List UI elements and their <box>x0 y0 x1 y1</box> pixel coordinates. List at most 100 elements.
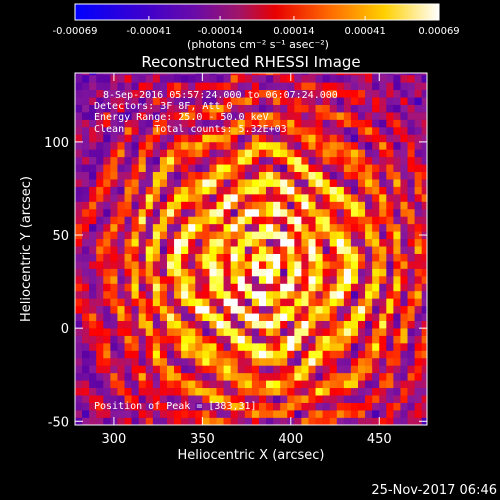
heatmap-cell <box>216 238 224 247</box>
heatmap-cell <box>166 134 175 143</box>
heatmap-cell <box>308 134 316 143</box>
heatmap-cell <box>159 343 168 351</box>
heatmap-cell <box>216 357 224 366</box>
heatmap-cell <box>350 223 359 232</box>
heatmap-cell <box>365 149 373 158</box>
heatmap-cell <box>195 335 203 344</box>
y-axis-label: Heliocentric Y (arcsec) <box>19 176 34 322</box>
heatmap-cell <box>400 119 408 128</box>
heatmap-cell <box>230 298 239 307</box>
heatmap-cell <box>89 372 97 381</box>
heatmap-cell <box>117 164 125 173</box>
heatmap-cell <box>82 89 90 98</box>
heatmap-cell <box>393 402 401 411</box>
heatmap-cell <box>251 320 260 329</box>
heatmap-cell <box>294 179 302 187</box>
heatmap-cell <box>400 387 408 396</box>
heatmap-cell <box>145 372 154 381</box>
heatmap-cell <box>301 380 309 389</box>
heatmap-cell <box>138 246 147 254</box>
heatmap-cell <box>414 380 422 389</box>
heatmap-cell <box>145 387 154 396</box>
heatmap-cell <box>110 216 118 225</box>
heatmap-cell <box>117 350 125 359</box>
heatmap-cell <box>188 156 196 165</box>
heatmap-cell <box>159 313 168 321</box>
heatmap-cell <box>407 149 415 158</box>
heatmap-cell <box>251 253 260 262</box>
heatmap-cell <box>110 134 118 143</box>
heatmap-cell <box>280 112 288 120</box>
heatmap-cell <box>89 305 97 314</box>
heatmap-cell <box>230 305 239 314</box>
heatmap-cell <box>336 231 345 240</box>
heatmap-cell <box>216 253 224 262</box>
heatmap-cell <box>315 134 323 143</box>
heatmap-cell <box>110 253 118 262</box>
heatmap-cell <box>258 372 267 381</box>
heatmap-cell <box>202 276 210 284</box>
heatmap-cell <box>174 313 182 321</box>
heatmap-cell <box>96 350 104 359</box>
heatmap-cell <box>131 290 139 299</box>
heatmap-cell <box>322 387 331 396</box>
heatmap-cell <box>273 335 281 344</box>
heatmap-cell <box>251 97 260 105</box>
heatmap-cell <box>407 97 415 105</box>
heatmap-cell <box>287 238 295 247</box>
heatmap-cell <box>89 290 97 299</box>
heatmap-cell <box>223 208 231 217</box>
heatmap-cell <box>145 216 154 225</box>
heatmap-cell <box>223 276 231 284</box>
heatmap-cell <box>117 149 125 158</box>
heatmap-cell <box>379 343 387 351</box>
heatmap-cell <box>202 231 210 240</box>
heatmap-cell <box>244 365 253 374</box>
heatmap-cell <box>393 74 401 83</box>
heatmap-cell <box>152 253 161 262</box>
heatmap-cell <box>258 194 267 202</box>
annotation-detectors: Detectors: 3F 8F, Att 0 <box>94 101 232 112</box>
heatmap-cell <box>393 73 401 76</box>
heatmap-cell <box>266 253 274 262</box>
heatmap-cell <box>251 350 260 359</box>
heatmap-cell <box>358 89 366 98</box>
colorbar-tick-label: -0.00069 <box>53 26 98 37</box>
heatmap-cell <box>195 395 203 403</box>
heatmap-cell <box>280 104 288 113</box>
heatmap-cell <box>103 89 111 98</box>
heatmap-cell <box>209 231 217 240</box>
heatmap-cell <box>400 186 408 195</box>
heatmap-cell <box>145 335 154 344</box>
heatmap-cell <box>188 276 196 284</box>
heatmap-cell <box>103 194 111 202</box>
heatmap-cell <box>251 328 260 336</box>
heatmap-cell <box>393 112 401 120</box>
heatmap-cell <box>75 201 83 210</box>
heatmap-cell <box>273 201 281 210</box>
heatmap-cell <box>315 261 323 269</box>
heatmap-cell <box>350 127 359 135</box>
heatmap-cell <box>393 350 401 359</box>
heatmap-cell <box>301 82 309 91</box>
heatmap-cell <box>386 253 394 262</box>
heatmap-cell <box>258 171 267 180</box>
heatmap-cell <box>336 335 345 344</box>
heatmap-cell <box>188 73 196 76</box>
heatmap-cell <box>244 387 253 396</box>
heatmap-cell <box>195 127 203 135</box>
heatmap-cell <box>75 179 83 187</box>
heatmap-cell <box>82 261 90 269</box>
heatmap-cell <box>386 268 394 277</box>
heatmap-cell <box>159 179 168 187</box>
heatmap-cell <box>358 186 366 195</box>
heatmap-cell <box>308 171 316 180</box>
heatmap-cell <box>209 387 217 396</box>
heatmap-cell <box>244 276 253 284</box>
heatmap-cell <box>181 134 189 143</box>
heatmap-cell <box>244 313 253 321</box>
heatmap-cell <box>379 357 387 366</box>
heatmap-cell <box>322 164 331 173</box>
heatmap-cell <box>287 335 295 344</box>
heatmap-cell <box>202 216 210 225</box>
